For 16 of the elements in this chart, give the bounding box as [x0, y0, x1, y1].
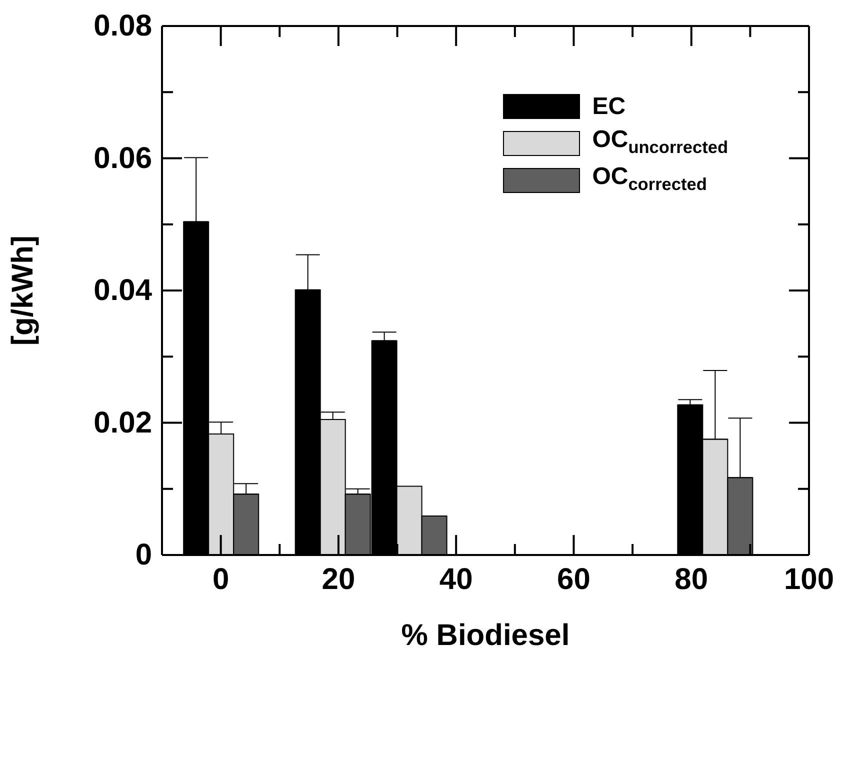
legend-label: OC$_{corrected}$: [592, 162, 707, 196]
x-tick-label: 80: [674, 563, 708, 596]
x-tick-label: 40: [439, 563, 473, 596]
x-tick-label: 60: [557, 563, 590, 596]
x-tick-label: 100: [784, 563, 834, 596]
y-tick-label: 0.06: [94, 142, 152, 175]
y-axis-title: [g/kWh]: [6, 236, 40, 346]
x-tick-label: 20: [322, 563, 356, 596]
y-tick-label: 0: [135, 538, 152, 572]
y-tick-label: 0.02: [94, 406, 152, 440]
y-tick-label: 0.08: [94, 10, 152, 42]
legend-label: OC$_{uncorrected}$: [592, 126, 728, 160]
x-tick-label: 0: [212, 563, 230, 596]
legend-label: EC: [592, 92, 626, 120]
x-axis-title: % Biodiesel: [401, 619, 570, 652]
y-tick-label: 0.04: [94, 274, 152, 307]
